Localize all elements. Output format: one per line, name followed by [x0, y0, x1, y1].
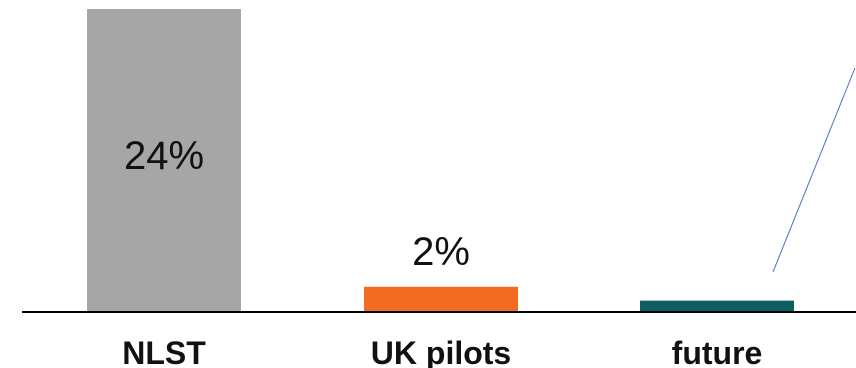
category-label: UK pilots — [371, 335, 511, 368]
bar-uk-pilots — [364, 286, 518, 312]
bar-future — [640, 300, 794, 312]
category-label: future — [672, 335, 763, 368]
category-label: NLST — [122, 335, 206, 368]
labels-group: NLST 24% UK pilots 2% future — [122, 134, 762, 368]
data-label: 24% — [124, 134, 204, 178]
bar-nlst — [87, 9, 241, 312]
callout-line — [772, 67, 856, 273]
bars-group — [87, 9, 794, 312]
data-label: 2% — [412, 230, 470, 274]
